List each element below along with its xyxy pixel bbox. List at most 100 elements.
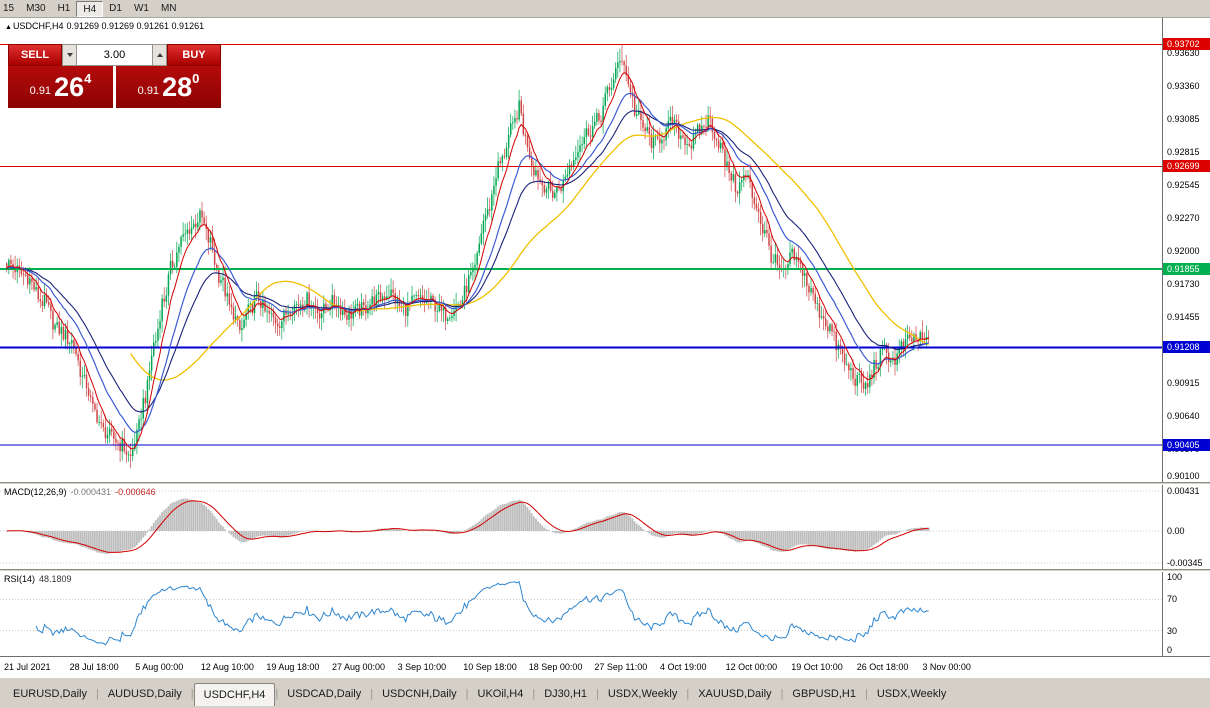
buy-price-prefix: 0.91 — [137, 84, 160, 97]
tab-separator: | — [275, 688, 279, 700]
timeframe-toolbar: 15 M30 H1 H4 D1 W1 MN — [0, 0, 1210, 18]
sell-button[interactable]: SELL — [8, 44, 62, 66]
price-axis-label: 0.92815 — [1167, 147, 1200, 158]
rsi-axis-label: 100 — [1167, 572, 1183, 582]
chart-tab-usdchf-h4[interactable]: USDCHF,H4 — [193, 683, 276, 706]
volume-decrease-button[interactable] — [62, 44, 77, 66]
tab-separator: | — [465, 688, 469, 700]
time-axis-label: 21 Jul 2021 — [4, 662, 51, 672]
time-axis-label: 12 Oct 00:00 — [725, 662, 778, 672]
buy-button[interactable]: BUY — [167, 44, 221, 66]
up-arrow-icon — [156, 53, 163, 57]
price-level-tag: 0.91208 — [1163, 341, 1210, 354]
pane-splitter-rsi[interactable] — [0, 569, 1210, 572]
time-axis-label: 28 Jul 18:00 — [69, 662, 119, 672]
ma-slow-yellow — [130, 116, 929, 381]
price-axis-label: 0.91730 — [1167, 279, 1200, 289]
ma-fast-red — [6, 72, 929, 450]
tab-separator: | — [190, 688, 194, 700]
price-axis-label: 0.92000 — [1167, 246, 1200, 257]
tab-separator: | — [95, 688, 99, 700]
chart-tab-usdx-weekly[interactable]: USDX,Weekly — [876, 688, 947, 700]
pane-splitter-macd[interactable] — [0, 482, 1210, 485]
rsi-pane[interactable]: RSI(14) 48.1809 100 70 30 0 — [0, 572, 1210, 656]
chart-tab-usdcnh-daily[interactable]: USDCNH,Daily — [382, 688, 457, 700]
main-chart-pane[interactable]: ▲USDCHF,H4 0.91269 0.91269 0.91261 0.9126… — [0, 18, 1210, 482]
price-axis-label: 0.91455 — [1167, 312, 1200, 323]
tab-separator: | — [596, 688, 599, 700]
timeframe-button-mn[interactable]: MN — [160, 2, 177, 14]
buy-price-display[interactable]: 0.91 28 0 — [116, 66, 221, 108]
sell-price-display[interactable]: 0.91 26 4 — [8, 66, 113, 108]
tab-separator: | — [370, 688, 374, 700]
chart-tab-dj30-h1[interactable]: DJ30,H1 — [544, 688, 587, 700]
rsi-line — [35, 580, 929, 646]
macd-name: MACD(12,26,9) — [4, 487, 67, 497]
chart-window: ▲USDCHF,H4 0.91269 0.91269 0.91261 0.9126… — [0, 18, 1210, 677]
candlestick-chart[interactable] — [0, 18, 1162, 482]
chart-title: ▲USDCHF,H4 0.91269 0.91269 0.91261 0.9126… — [5, 21, 207, 31]
time-axis-label: 27 Aug 00:00 — [332, 662, 386, 672]
down-arrow-icon — [66, 53, 73, 57]
macd-axis-label: 0.00431 — [1167, 485, 1200, 496]
timeframe-button-d1[interactable]: D1 — [109, 2, 122, 14]
sell-price-prefix: 0.91 — [29, 84, 52, 97]
chart-tab-ukoil-h4[interactable]: UKOil,H4 — [477, 688, 524, 700]
price-axis-label: 0.90915 — [1167, 378, 1200, 388]
price-axis[interactable]: 0.93630 0.93360 0.93085 0.92815 0.92545 0.922… — [1162, 18, 1210, 482]
price-axis-label: 0.90100 — [1167, 471, 1200, 481]
price-axis-label: 0.93360 — [1167, 81, 1200, 92]
tab-separator: | — [780, 688, 784, 700]
sell-price-point: 4 — [84, 71, 92, 86]
macd-chart — [0, 490, 1162, 564]
chart-tab-usdcad-daily[interactable]: USDCAD,Daily — [287, 688, 362, 700]
timeframe-button-15[interactable]: 15 — [3, 2, 15, 14]
chart-symbol: USDCHF,H4 — [12, 21, 64, 31]
price-level-tag: 0.91855 — [1163, 262, 1210, 275]
time-axis-label: 12 Aug 10:00 — [200, 662, 254, 672]
rsi-name: RSI(14) — [4, 574, 36, 584]
price-axis-label: 0.92270 — [1167, 213, 1200, 224]
rsi-chart — [0, 580, 1162, 646]
price-axis-label: 0.93630 — [1167, 48, 1200, 59]
time-axis: 21 Jul 2021 28 Jul 18:00 5 Aug 00:00 12 Aug… — [0, 656, 1210, 677]
chart-tab-gbpusd-h1[interactable]: GBPUSD,H1 — [792, 688, 856, 700]
chart-ohlc-values: 0.91269 0.91269 0.91261 0.91261 — [66, 21, 205, 31]
time-axis-label: 19 Aug 18:00 — [266, 662, 320, 672]
trade-controls-row: SELL BUY — [8, 44, 221, 66]
timeframe-button-h4[interactable]: H4 — [76, 0, 104, 17]
rsi-axis-label: 0 — [1167, 645, 1173, 655]
macd-pane[interactable]: MACD(12,26,9) -0.000431 -0.000646 0.00431 0… — [0, 485, 1210, 569]
chart-tab-bar: EURUSD,Daily | AUDUSD,Daily | USDCHF,H4 | USDC… — [0, 677, 1210, 708]
chart-tab-usdx-weekly[interactable]: USDX,Weekly — [607, 688, 678, 700]
macd-signal-value: -0.000646 — [115, 487, 156, 497]
tab-separator: | — [532, 688, 536, 700]
time-axis-label: 19 Oct 10:00 — [791, 662, 843, 672]
timeframe-button-w1[interactable]: W1 — [133, 2, 149, 14]
volume-input[interactable] — [77, 44, 152, 66]
price-axis-label: 0.90640 — [1167, 411, 1200, 422]
macd-axis-label: 0.00 — [1167, 526, 1185, 536]
price-level-tag: 0.90405 — [1163, 438, 1210, 451]
chart-tab-eurusd-daily[interactable]: EURUSD,Daily — [13, 688, 87, 700]
timeframe-button-h1[interactable]: H1 — [57, 2, 71, 14]
volume-increase-button[interactable] — [152, 44, 167, 66]
tab-separator: | — [865, 688, 868, 700]
macd-signal-line — [6, 500, 929, 553]
time-axis-label: 5 Aug 00:00 — [135, 662, 184, 672]
macd-label: MACD(12,26,9) -0.000431 -0.000646 — [4, 487, 156, 497]
time-axis-label: 3 Nov 00:00 — [922, 662, 971, 672]
ma-mid-blue — [6, 92, 929, 433]
chart-tab-xauusd-daily[interactable]: XAUUSD,Daily — [698, 688, 772, 700]
time-axis-label: 4 Oct 19:00 — [660, 662, 707, 672]
chart-collapse-icon[interactable]: ▲ — [5, 24, 12, 31]
sell-price-pips: 26 — [54, 71, 85, 102]
time-axis-label: 3 Sep 10:00 — [397, 662, 447, 672]
rsi-axis: 100 70 30 0 — [1162, 572, 1210, 656]
chart-tab-audusd-daily[interactable]: AUDUSD,Daily — [107, 688, 182, 700]
trade-prices-row: 0.91 26 4 0.91 28 0 — [8, 66, 221, 108]
macd-axis-label: -0.00345 — [1167, 558, 1203, 568]
timeframe-button-m30[interactable]: M30 — [26, 2, 46, 14]
price-level-tag: 0.93702 — [1163, 38, 1210, 51]
